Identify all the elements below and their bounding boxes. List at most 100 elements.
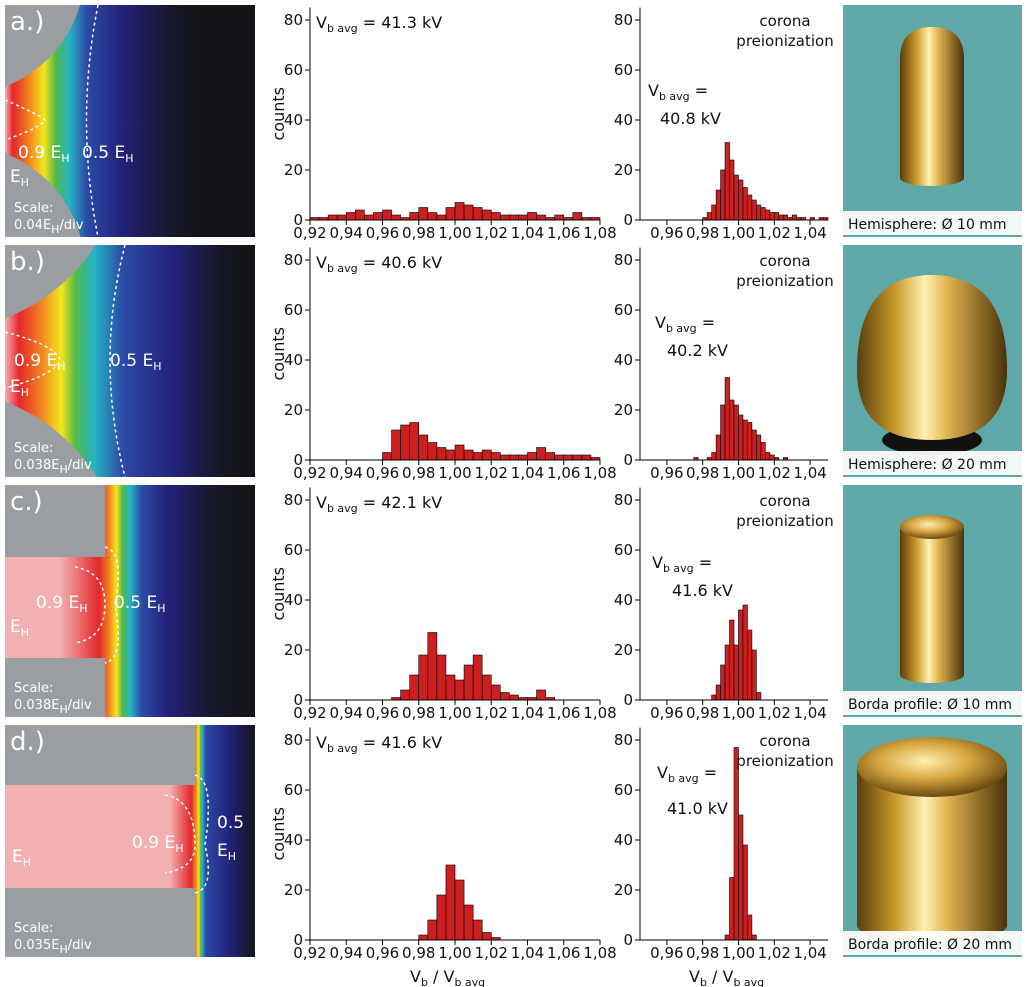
y-tick-label: 0 xyxy=(623,451,633,469)
bar xyxy=(482,210,491,220)
bar xyxy=(473,208,482,221)
x-tick-label: 1,06 xyxy=(547,944,580,962)
x-tick-label: 1,00 xyxy=(438,704,471,722)
photo-caption: Hemisphere: Ø 20 mm xyxy=(848,457,1007,473)
bar xyxy=(383,453,392,461)
text-part: 41.6 kV xyxy=(672,581,733,600)
text-part: /div xyxy=(59,218,83,233)
bar xyxy=(491,213,500,221)
object-top xyxy=(900,515,964,539)
bar xyxy=(573,455,582,460)
x-tick-label: 0,98 xyxy=(686,224,719,242)
y-tick-label: 20 xyxy=(284,641,303,659)
x-tick-label: 1,08 xyxy=(583,704,616,722)
subscript: b avg xyxy=(668,772,699,785)
x-tick-label: 1,04 xyxy=(511,464,544,482)
x-tick-label: 1,02 xyxy=(758,224,791,242)
text-part: E xyxy=(10,617,21,637)
y-tick-label: 80 xyxy=(614,731,633,749)
x-tick-label: 1,02 xyxy=(475,224,508,242)
x-tick-label: 0,98 xyxy=(402,464,435,482)
x-tick-label: 0,96 xyxy=(650,224,683,242)
bar xyxy=(373,213,382,221)
bar xyxy=(437,215,446,220)
x-tick-label: 1,04 xyxy=(511,224,544,242)
object-top xyxy=(857,737,1007,797)
text-part: E xyxy=(12,847,23,867)
photo: Borda profile: Ø 20 mm xyxy=(843,725,1022,957)
text-part: V xyxy=(316,733,327,752)
bar xyxy=(464,450,473,460)
bar xyxy=(738,415,742,460)
bar xyxy=(752,200,756,220)
subscript: H xyxy=(23,856,31,869)
x-tick-label: 0,98 xyxy=(402,224,435,242)
subscript: b avg xyxy=(454,976,485,987)
x-axis-label: Vb / Vb avg xyxy=(689,967,764,987)
scale-text: Scale: xyxy=(14,441,53,456)
y-tick-label: 20 xyxy=(614,401,633,419)
bar xyxy=(779,215,783,220)
x-tick-label: 1,08 xyxy=(583,224,616,242)
x-tick-label: 0,96 xyxy=(650,704,683,722)
x-tick-label: 1,00 xyxy=(722,704,755,722)
bar xyxy=(410,423,419,461)
bar xyxy=(401,425,410,460)
subscript: H xyxy=(175,842,183,855)
bar xyxy=(555,215,564,220)
bar xyxy=(410,213,419,221)
bar xyxy=(721,170,725,220)
annotation: 41.6 kV xyxy=(672,581,733,600)
annotation: 41.0 kV xyxy=(667,799,728,818)
subscript: b avg xyxy=(663,562,694,575)
bar xyxy=(716,685,720,700)
object xyxy=(857,275,1007,440)
subscript: b avg xyxy=(327,502,358,515)
y-tick-label: 60 xyxy=(284,781,303,799)
bar xyxy=(428,443,437,461)
bar xyxy=(437,895,446,940)
bar xyxy=(437,655,446,700)
text-part: / V xyxy=(707,967,734,986)
bar xyxy=(734,645,738,700)
bar xyxy=(537,215,546,220)
y-tick-label: 20 xyxy=(614,161,633,179)
bar xyxy=(464,665,473,700)
x-tick-label: 1,00 xyxy=(722,944,755,962)
x-tick-label: 0,98 xyxy=(686,944,719,962)
bar xyxy=(770,213,774,221)
bar xyxy=(712,453,716,461)
bar xyxy=(730,620,734,700)
bar xyxy=(712,205,716,220)
text-part: 0.9 E xyxy=(18,143,61,163)
bar xyxy=(419,208,428,221)
x-tick-label: 0,98 xyxy=(402,704,435,722)
y-axis-label: counts xyxy=(269,87,288,140)
scale-text: Scale: xyxy=(14,681,53,696)
y-tick-label: 0 xyxy=(623,931,633,949)
subscript: H xyxy=(228,850,236,863)
y-tick-label: 80 xyxy=(284,251,303,269)
y-tick-label: 80 xyxy=(614,251,633,269)
bar xyxy=(537,690,546,700)
annotation: Vb avg = xyxy=(648,81,708,103)
bar xyxy=(743,188,747,221)
bar xyxy=(747,423,751,461)
annotation: corona xyxy=(759,252,810,270)
text-part: V xyxy=(316,253,327,272)
text-part: = xyxy=(699,763,718,782)
x-tick-label: 1,06 xyxy=(547,704,580,722)
annotation: 40.2 kV xyxy=(667,341,728,360)
y-tick-label: 60 xyxy=(284,301,303,319)
subscript: H xyxy=(125,152,133,165)
text-part: 40.8 kV xyxy=(660,109,721,128)
y-tick-label: 60 xyxy=(614,541,633,559)
text-part: 0.9 E xyxy=(36,593,79,613)
bar xyxy=(509,455,518,460)
scale-text: Scale: xyxy=(14,201,53,216)
annotation: Vb avg = xyxy=(652,553,712,575)
bar xyxy=(383,210,392,220)
x-tick-label: 1,02 xyxy=(475,944,508,962)
bar xyxy=(491,685,500,700)
x-tick-label: 0,92 xyxy=(293,464,326,482)
